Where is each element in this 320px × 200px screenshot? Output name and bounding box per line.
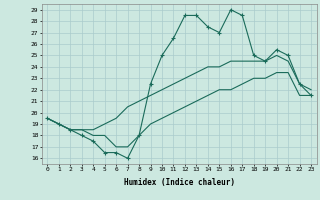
X-axis label: Humidex (Indice chaleur): Humidex (Indice chaleur) xyxy=(124,178,235,187)
